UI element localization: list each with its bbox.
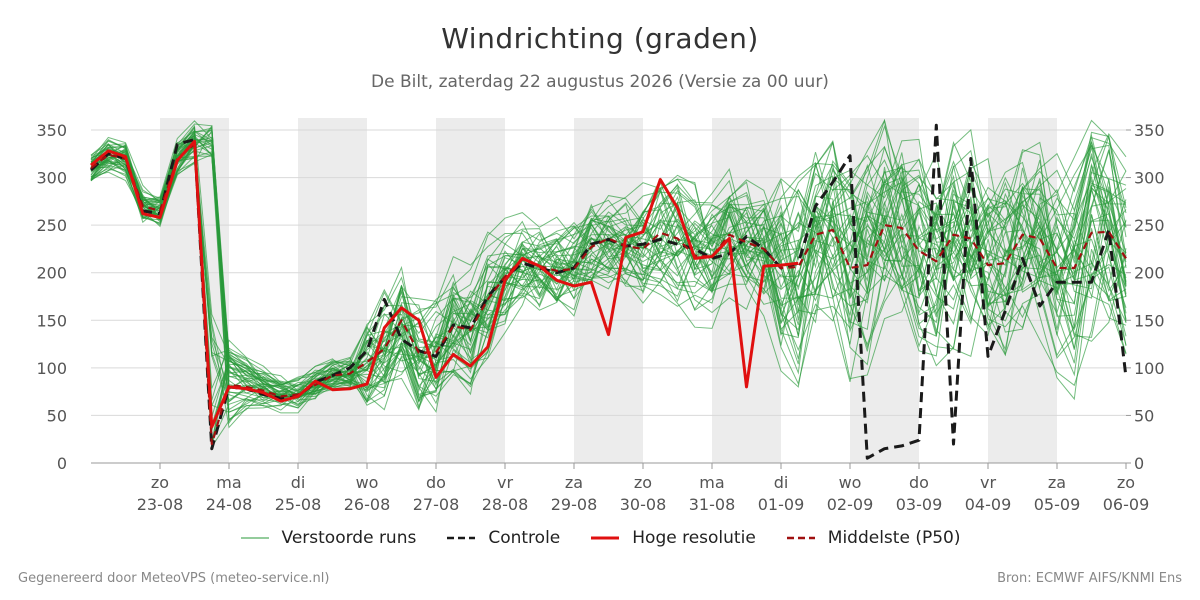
legend-label: Hoge resolutie — [632, 528, 756, 548]
x-tick-date: 27-08 — [413, 495, 460, 514]
x-tick-date: 26-08 — [344, 495, 391, 514]
legend-item: Controle — [446, 528, 560, 548]
y-tick-label: 300 — [36, 169, 67, 188]
x-tick-date: 31-08 — [689, 495, 736, 514]
ensemble-member-line — [90, 133, 1127, 406]
y-tick-label: 250 — [1134, 216, 1165, 235]
y-tick-label: 250 — [36, 216, 67, 235]
ensemble-member-line — [90, 138, 1127, 395]
page-title: Windrichting (graden) — [441, 22, 759, 55]
main-series — [89, 123, 1128, 460]
footer-source: Bron: ECMWF AIFS/KNMI Ens — [997, 571, 1182, 586]
ensemble-member-line — [90, 153, 1127, 449]
y-axis-left: 0 50 100 150 200 250 300 350 — [36, 121, 67, 473]
legend-label: Controle — [488, 528, 561, 548]
x-tick-date: 06-09 — [1103, 495, 1150, 514]
x-tick-day: ma — [699, 473, 724, 492]
x-tick-day: za — [1048, 473, 1066, 492]
x-tick-day: di — [774, 473, 789, 492]
x-tick-day: vr — [980, 473, 996, 492]
x-tick-date: 02-09 — [827, 495, 874, 514]
x-tick-day: zo — [151, 473, 169, 492]
y-tick-label: 200 — [36, 264, 67, 283]
y-tick-label: 200 — [1134, 264, 1165, 283]
x-tick-date: 25-08 — [275, 495, 322, 514]
legend-swatch — [240, 537, 269, 539]
y-tick-label: 100 — [36, 359, 67, 378]
x-tick-date: 24-08 — [206, 495, 253, 514]
x-tick-day: wo — [356, 473, 379, 492]
x-tick-date: 23-08 — [137, 495, 184, 514]
legend: Verstoorde runs Controle Hoge resolutie Mid… — [0, 528, 1200, 548]
hires-line — [90, 139, 799, 429]
legend-swatch — [591, 536, 620, 540]
x-tick-day: zo — [1117, 473, 1135, 492]
x-tick-date: 04-09 — [965, 495, 1012, 514]
y-tick-label: 300 — [1134, 169, 1165, 188]
ensemble-member-line — [90, 130, 1127, 402]
ensemble-member-line — [90, 128, 1127, 399]
control-line — [89, 123, 1128, 460]
legend-label: Middelste (P50) — [827, 528, 961, 548]
x-tick-day: za — [565, 473, 583, 492]
footer-credit: Gegenereerd door MeteoVPS (meteo-service… — [18, 571, 330, 586]
ensemble-member-line — [90, 130, 1127, 409]
legend-item: Middelste (P50) — [786, 528, 961, 548]
legend-item: Hoge resolutie — [590, 528, 756, 548]
ensemble-member-line — [90, 144, 1127, 425]
y-tick-label: 50 — [1134, 406, 1154, 425]
x-tick-day: wo — [839, 473, 862, 492]
legend-label: Verstoorde runs — [281, 528, 417, 548]
x-tick-date: 05-09 — [1034, 495, 1081, 514]
x-tick-day: do — [909, 473, 929, 492]
x-tick-day: do — [426, 473, 446, 492]
weekend-bands — [160, 118, 1057, 463]
y-tick-label: 350 — [1134, 121, 1165, 140]
ensemble-lines — [90, 118, 1127, 449]
x-tick-date: 29-08 — [551, 495, 598, 514]
ensemble-member-line — [90, 136, 1127, 392]
ensemble-member-line — [90, 141, 1127, 407]
median-line — [90, 143, 1127, 446]
ensemble-member-line — [90, 118, 1127, 403]
ensemble-member-line — [90, 128, 1127, 400]
page-subtitle: De Bilt, zaterdag 22 augustus 2026 (Vers… — [371, 72, 829, 92]
x-axis: zo 23-08 ma 24-08 di 25-08 wo 26-08 do 27-08 vr 28-… — [137, 463, 1150, 514]
x-tick-day: vr — [497, 473, 513, 492]
ensemble-member-line — [90, 118, 1127, 400]
x-tick-date: 03-09 — [896, 495, 943, 514]
y-tick-label: 50 — [47, 406, 67, 425]
x-tick-date: 28-08 — [482, 495, 529, 514]
legend-item: Verstoorde runs — [240, 528, 417, 548]
legend-swatch — [447, 536, 476, 540]
ensemble-member-line — [90, 134, 1127, 448]
x-tick-day: zo — [634, 473, 652, 492]
x-tick-date: 01-09 — [758, 495, 805, 514]
y-tick-label: 0 — [1134, 454, 1144, 473]
x-tick-date: 30-08 — [620, 495, 667, 514]
x-tick-day: ma — [216, 473, 241, 492]
y-tick-label: 350 — [36, 121, 67, 140]
y-tick-label: 150 — [1134, 311, 1165, 330]
y-tick-label: 100 — [1134, 359, 1165, 378]
shaded-band — [298, 118, 367, 463]
y-tick-label: 0 — [57, 454, 67, 473]
y-axis-right: 0 50 100 150 200 250 300 350 — [1126, 121, 1165, 473]
legend-swatch — [786, 536, 815, 540]
shaded-band — [574, 118, 643, 463]
x-tick-day: di — [291, 473, 306, 492]
y-tick-label: 150 — [36, 311, 67, 330]
